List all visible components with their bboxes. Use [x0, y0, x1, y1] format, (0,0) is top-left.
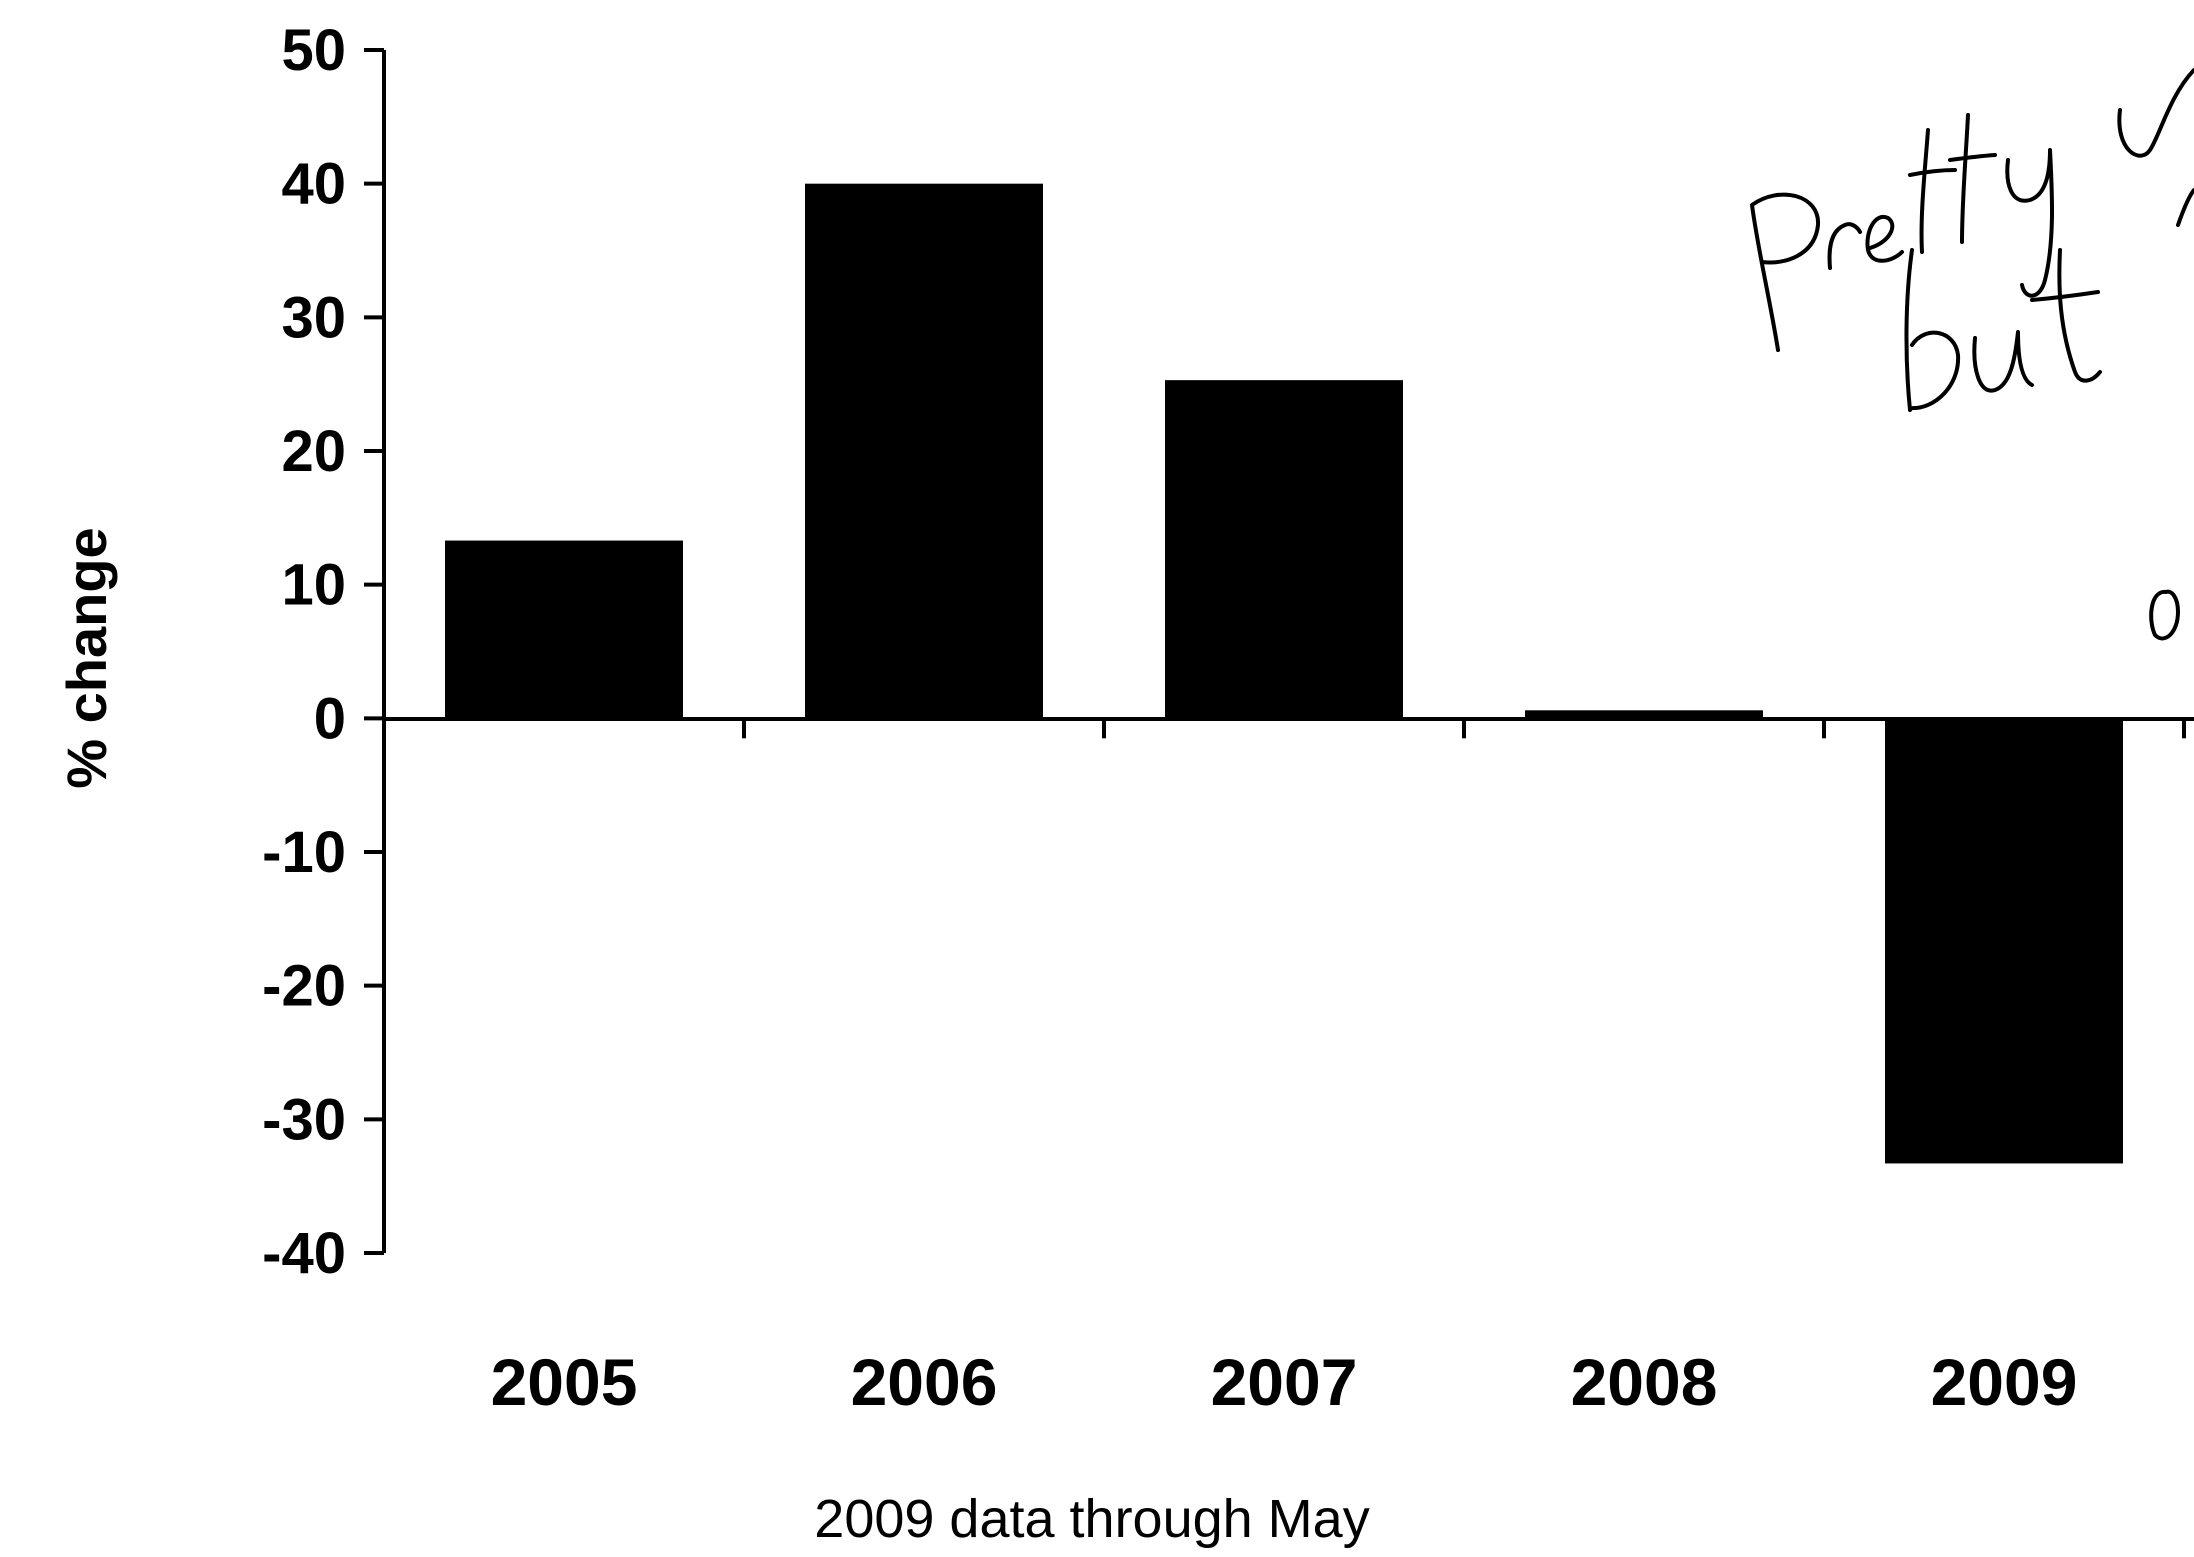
bar-2008 [1525, 710, 1763, 719]
bar-2009 [1885, 718, 2123, 1164]
x-ticks-layer [742, 718, 2186, 739]
y-tick-label: -10 [262, 820, 346, 885]
x-tick-label-2007: 2007 [1211, 1345, 1358, 1419]
bar-2006 [805, 183, 1043, 719]
y-tick-label: -30 [262, 1087, 346, 1152]
handwritten-annotation [1750, 68, 2194, 641]
footnote: 2009 data through May [814, 1489, 1369, 1549]
y-axis-label: % change [55, 527, 118, 788]
y-tick-label: -20 [262, 954, 346, 1019]
x-tick-label-2008: 2008 [1571, 1345, 1718, 1419]
y-tick-label: 30 [281, 285, 346, 350]
y-ticks-layer: 50 40 30 20 10 0 -10 -20 -30 -40 [262, 18, 384, 1286]
x-tick-label-2009: 2009 [1931, 1345, 2078, 1419]
y-tick-label: 50 [281, 18, 346, 83]
axes-layer [382, 50, 2194, 1253]
x-tick-labels: 2005 2006 2007 2008 2009 [491, 1345, 2078, 1419]
y-tick-label: -40 [262, 1221, 346, 1286]
x-tick-label-2005: 2005 [491, 1345, 638, 1419]
y-tick-label: 40 [281, 152, 346, 217]
bars-layer [445, 183, 2123, 1164]
y-tick-label: 10 [281, 553, 346, 618]
y-tick-label: 0 [314, 686, 346, 751]
y-tick-label: 20 [281, 419, 346, 484]
bar-2005 [445, 540, 683, 719]
x-tick-label-2006: 2006 [851, 1345, 998, 1419]
bar-2007 [1165, 380, 1403, 719]
